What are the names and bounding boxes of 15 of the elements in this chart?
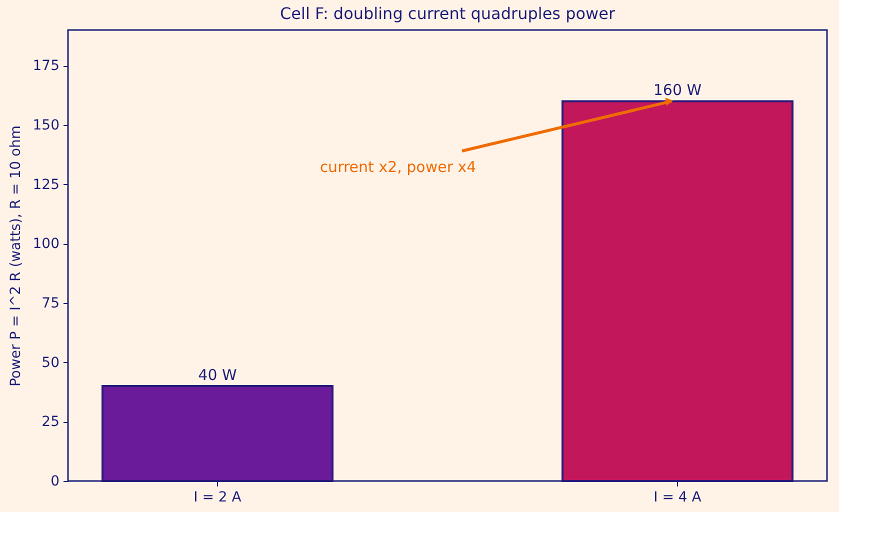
y-tick-label: 25 [42,414,60,430]
y-tick-label: 150 [32,117,60,134]
annotation: current x2, power x4 [320,158,476,176]
x-tick-label: I = 2 A [194,490,242,506]
data-label: 40 W [198,366,238,384]
y-tick-label: 75 [42,295,60,312]
y-tick-label: 100 [32,236,60,252]
x-tick-label: I = 4 A [654,490,702,506]
y-axis-title: Power P = I^2 R (watts), R = 10 ohm [8,125,24,387]
y-tick-label: 50 [42,354,60,371]
y-tick-label: 0 [50,474,60,490]
y-tick-label: 125 [32,176,60,193]
data-label: 160 W [653,81,702,100]
y-tick-label: 175 [32,58,60,74]
chart-title: Cell F: doubling current quadruples power [280,4,616,23]
